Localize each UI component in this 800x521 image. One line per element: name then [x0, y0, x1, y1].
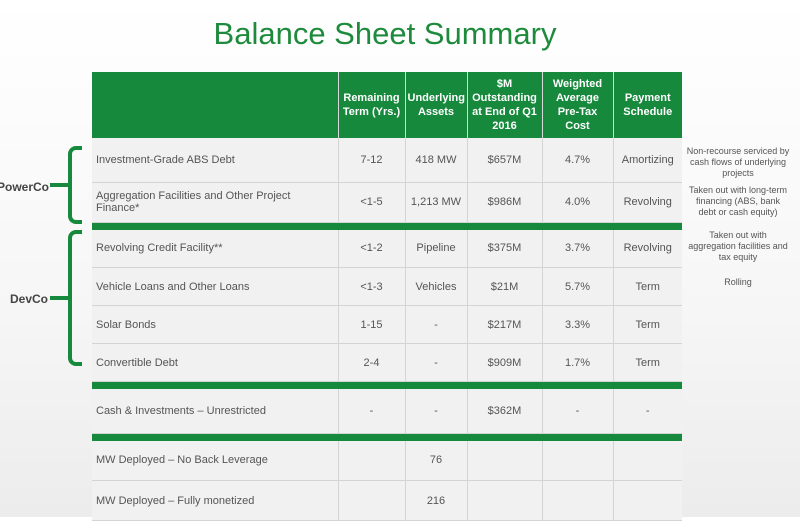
underlying-assets-cell: - — [405, 343, 468, 382]
payment-schedule-cell — [613, 480, 682, 521]
note-aggregation: Taken out with aggregation facilities an… — [688, 230, 788, 262]
payment-schedule-cell: Revolving — [613, 229, 682, 268]
devco-bracket-tick — [50, 296, 70, 300]
pretax-cost-cell: 4.0% — [542, 182, 614, 223]
header-cell-remaining-term: Remaining Term (Yrs.) — [338, 72, 406, 138]
table-row: Solar Bonds 1-15 - $217M 3.3% Term — [92, 305, 682, 344]
outstanding-cell: $375M — [467, 229, 543, 268]
pretax-cost-cell — [542, 480, 614, 521]
remaining-term-cell — [338, 440, 406, 481]
row-label: Solar Bonds — [92, 305, 339, 344]
devco-label: DevCo — [10, 292, 49, 306]
remaining-term-cell: - — [338, 389, 406, 434]
outstanding-cell: $986M — [467, 182, 543, 223]
pretax-cost-cell — [542, 440, 614, 481]
underlying-assets-cell: 1,213 MW — [405, 182, 468, 223]
row-label: MW Deployed – Fully monetized — [92, 480, 339, 521]
underlying-assets-cell: - — [405, 389, 468, 434]
outstanding-cell: $909M — [467, 343, 543, 382]
note-nonrecourse: Non-recourse serviced by cash flows of u… — [686, 146, 790, 178]
row-label: Investment-Grade ABS Debt — [92, 138, 339, 183]
header-cell-underlying-assets: Underlying Assets — [405, 72, 468, 138]
row-label: Aggregation Facilities and Other Project… — [92, 182, 339, 223]
row-label: Convertible Debt — [92, 343, 339, 382]
header-cell-outstanding: $M Outstanding at End of Q1 2016 — [467, 72, 543, 138]
powerco-bracket — [50, 146, 82, 224]
table-row: Convertible Debt 2-4 - $909M 1.7% Term — [92, 343, 682, 382]
powerco-label: PowerCo — [0, 180, 50, 194]
devco-bracket — [50, 230, 82, 366]
pretax-cost-cell: 3.3% — [542, 305, 614, 344]
table-row: Cash & Investments – Unrestricted - - $3… — [92, 389, 682, 434]
remaining-term-cell: <1-2 — [338, 229, 406, 268]
row-label: Cash & Investments – Unrestricted — [92, 389, 339, 434]
pretax-cost-cell: 3.7% — [542, 229, 614, 268]
powerco-bracket-tick — [50, 183, 70, 187]
outstanding-cell: $362M — [467, 389, 543, 434]
outstanding-cell: $21M — [467, 267, 543, 306]
remaining-term-cell: <1-5 — [338, 182, 406, 223]
header-cell-label — [92, 72, 339, 138]
header-cell-pretax-cost: Weighted Average Pre-Tax Cost — [542, 72, 614, 138]
payment-schedule-cell: Revolving — [613, 182, 682, 223]
payment-schedule-cell: Term — [613, 305, 682, 344]
page-title: Balance Sheet Summary — [213, 16, 557, 51]
outstanding-cell: $217M — [467, 305, 543, 344]
section-divider — [92, 433, 682, 441]
remaining-term-cell: <1-3 — [338, 267, 406, 306]
pretax-cost-cell: 4.7% — [542, 138, 614, 183]
table-row: Vehicle Loans and Other Loans <1-3 Vehic… — [92, 267, 682, 306]
pretax-cost-cell: - — [542, 389, 614, 434]
remaining-term-cell: 2-4 — [338, 343, 406, 382]
section-divider — [92, 222, 682, 230]
table-row: Revolving Credit Facility** <1-2 Pipelin… — [92, 229, 682, 268]
remaining-term-cell: 1-15 — [338, 305, 406, 344]
table-header-row: Remaining Term (Yrs.) Underlying Assets … — [92, 72, 682, 138]
payment-schedule-cell: - — [613, 389, 682, 434]
row-label: Vehicle Loans and Other Loans — [92, 267, 339, 306]
payment-schedule-cell: Amortizing — [613, 138, 682, 183]
note-long-term-financing: Taken out with long-term financing (ABS,… — [688, 185, 788, 217]
underlying-assets-cell: - — [405, 305, 468, 344]
pretax-cost-cell: 5.7% — [542, 267, 614, 306]
remaining-term-cell: 7-12 — [338, 138, 406, 183]
underlying-assets-cell: Vehicles — [405, 267, 468, 306]
outstanding-cell — [467, 480, 543, 521]
underlying-assets-cell: Pipeline — [405, 229, 468, 268]
table-row: Investment-Grade ABS Debt 7-12 418 MW $6… — [92, 138, 682, 183]
underlying-assets-cell: 418 MW — [405, 138, 468, 183]
pretax-cost-cell: 1.7% — [542, 343, 614, 382]
balance-sheet-table: Remaining Term (Yrs.) Underlying Assets … — [92, 72, 682, 521]
table-row: Aggregation Facilities and Other Project… — [92, 182, 682, 223]
remaining-term-cell — [338, 480, 406, 521]
header-cell-payment-schedule: Payment Schedule — [613, 72, 682, 138]
row-label: Revolving Credit Facility** — [92, 229, 339, 268]
note-rolling: Rolling — [724, 277, 752, 287]
payment-schedule-cell — [613, 440, 682, 481]
table-row: MW Deployed – Fully monetized 216 — [92, 480, 682, 521]
payment-schedule-cell: Term — [613, 343, 682, 382]
table-row: MW Deployed – No Back Leverage 76 — [92, 440, 682, 481]
payment-schedule-cell: Term — [613, 267, 682, 306]
outstanding-cell — [467, 440, 543, 481]
section-divider — [92, 381, 682, 389]
underlying-assets-cell: 216 — [405, 480, 468, 521]
outstanding-cell: $657M — [467, 138, 543, 183]
row-label: MW Deployed – No Back Leverage — [92, 440, 339, 481]
underlying-assets-cell: 76 — [405, 440, 468, 481]
